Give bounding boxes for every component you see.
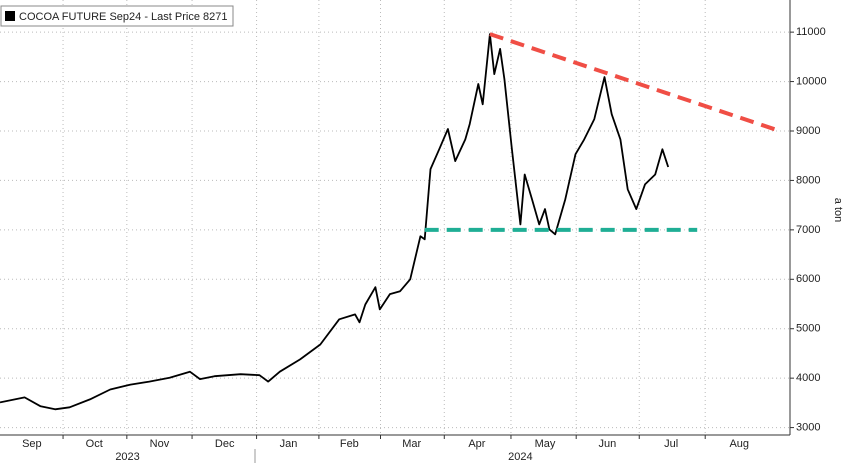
x-tick-label: Oct [86, 438, 103, 450]
y-tick-label: 8000 [796, 174, 820, 186]
price-line [0, 33, 670, 411]
y-tick-label: 4000 [796, 372, 820, 384]
y-tick-label: 11000 [796, 26, 826, 38]
trend-line [489, 32, 781, 133]
year-label: 2023 [115, 451, 139, 463]
y-tick-label: 10000 [796, 75, 827, 87]
year-label: 2024 [508, 451, 532, 463]
y-tick-label: 6000 [796, 273, 820, 285]
x-tick-label: Dec [215, 438, 235, 450]
x-tick-label: Feb [340, 438, 359, 450]
x-tick-label: Aug [729, 438, 749, 450]
x-tick-label: Jul [664, 438, 678, 450]
y-tick-label: 3000 [796, 421, 820, 433]
x-tick-label: Mar [402, 438, 421, 450]
y-tick-label: 7000 [796, 224, 820, 236]
y-tick-label: 5000 [796, 323, 820, 335]
x-tick-label: Nov [150, 438, 170, 450]
y-tick-label: 9000 [796, 125, 820, 137]
legend-label: COCOA FUTURE Sep24 - Last Price 8271 [19, 11, 227, 23]
x-tick-label: May [535, 438, 556, 450]
x-tick-label: Jan [280, 438, 298, 450]
x-tick-label: Jun [598, 438, 616, 450]
x-tick-label: Apr [468, 438, 485, 450]
y-axis-label: a ton [832, 198, 844, 222]
x-tick-label: Sep [22, 438, 42, 450]
legend-box [0, 5, 234, 27]
legend-swatch [5, 11, 15, 21]
